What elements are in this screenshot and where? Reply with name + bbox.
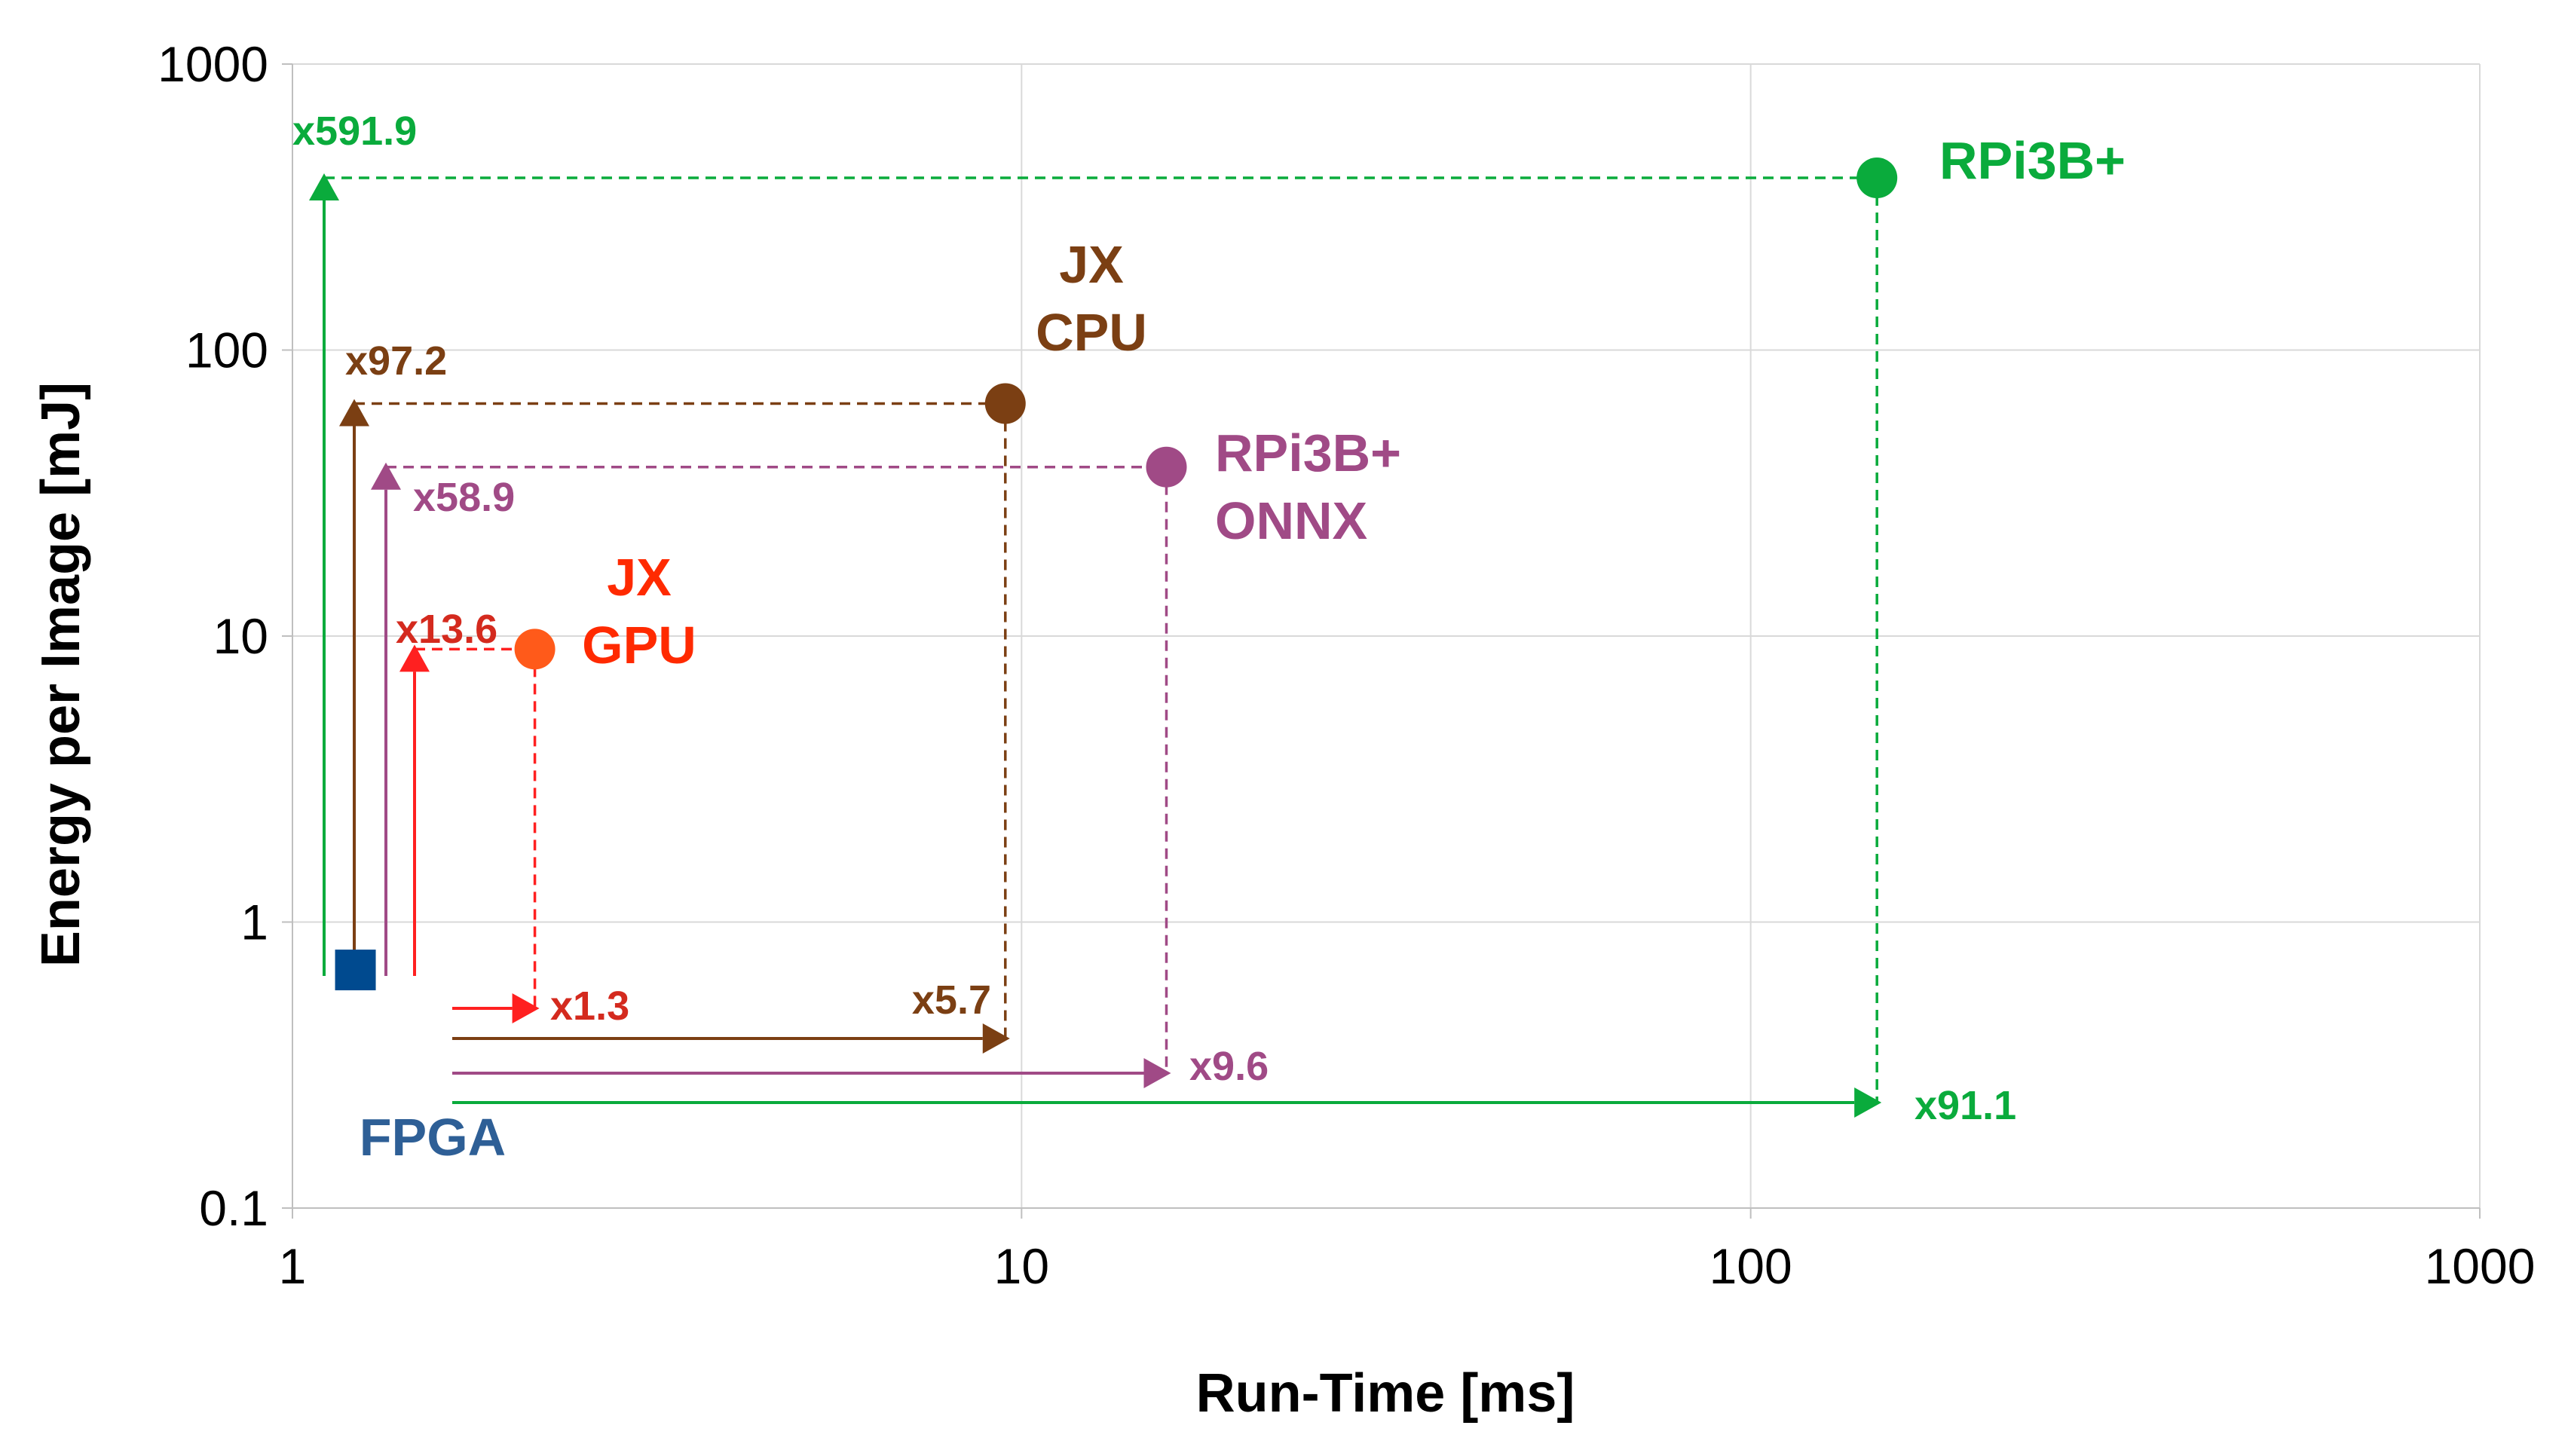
y-tick-label: 0.1	[199, 1180, 268, 1236]
x-tick-label: 100	[1709, 1238, 1792, 1294]
x-tick-label: 1000	[2425, 1238, 2536, 1294]
energy-ratio-label: x591.9	[292, 109, 417, 154]
ratio-annotations	[309, 173, 1882, 1118]
energy-ratio-label: x97.2	[345, 338, 447, 384]
runtime-arrow-head	[512, 993, 540, 1023]
data-point	[1146, 446, 1187, 488]
x-tick-label: 1	[279, 1238, 307, 1294]
grid-lines	[292, 63, 2481, 1208]
runtime-arrow-head	[1143, 1058, 1171, 1088]
y-tick-label: 1	[240, 895, 268, 950]
data-point	[514, 629, 556, 670]
runtime-ratio-label: x91.1	[1914, 1083, 2016, 1128]
runtime-ratio-label: x1.3	[550, 983, 629, 1029]
platform-label: RPi3B+	[1939, 131, 2126, 190]
platform-label: GPU	[582, 616, 696, 674]
energy-arrow-head	[339, 399, 369, 427]
energy-ratio-label: x58.9	[413, 475, 515, 520]
data-point	[1856, 158, 1898, 199]
platform-label: ONNX	[1215, 491, 1368, 550]
y-tick-label: 10	[213, 608, 268, 664]
platform-label: JX	[1059, 235, 1124, 294]
fpga-marker	[335, 950, 376, 991]
point-labels: x13.6 x1.3 JX GPU x97.2 x5.7 JX CPU x58.9 x9.6 RPi…	[292, 109, 2126, 1167]
platform-label: JX	[607, 548, 672, 607]
platform-label: CPU	[1036, 303, 1147, 362]
runtime-arrow-head	[982, 1023, 1010, 1054]
data-points	[335, 158, 1898, 991]
runtime-ratio-label: x5.7	[912, 977, 991, 1023]
energy-arrow-head	[309, 173, 339, 201]
energy-arrow-head	[399, 644, 430, 672]
axes	[282, 63, 2481, 1219]
x-tick-label: 10	[994, 1238, 1049, 1294]
y-axis-title: Energy per Image [mJ]	[31, 382, 91, 967]
energy-ratio-label: x13.6	[396, 607, 497, 652]
data-point	[984, 383, 1026, 424]
runtime-arrow-head	[1854, 1087, 1882, 1118]
platform-label: RPi3B+	[1215, 424, 1401, 482]
x-axis-title: Run-Time [ms]	[1196, 1363, 1575, 1424]
energy-arrow-head	[371, 462, 401, 490]
fpga-label: FPGA	[360, 1108, 506, 1167]
y-tick-label: 100	[185, 323, 268, 378]
y-tick-label: 1000	[158, 36, 268, 92]
runtime-ratio-label: x9.6	[1189, 1044, 1269, 1089]
